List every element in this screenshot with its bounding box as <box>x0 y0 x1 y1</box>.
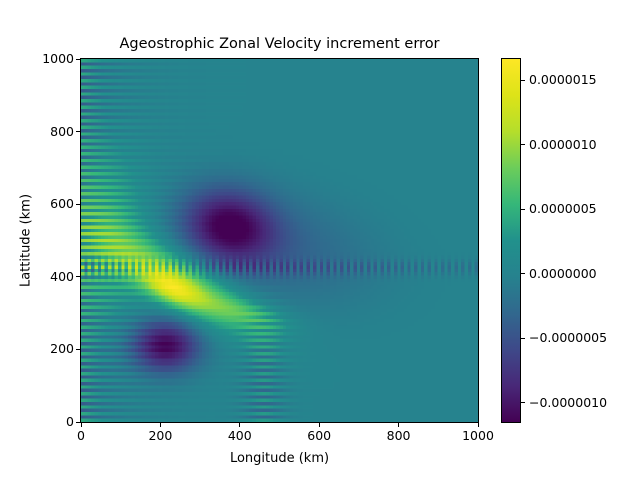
x-tick-label: 400 <box>227 428 252 443</box>
plot-title: Ageostrophic Zonal Velocity increment er… <box>119 36 440 52</box>
y-tick-mark <box>76 348 80 350</box>
y-tick-label: 800 <box>50 123 74 139</box>
x-tick-label: 800 <box>386 428 411 443</box>
y-tick-mark <box>76 131 80 133</box>
x-axis-label: Longitude (km) <box>229 451 330 466</box>
colorbar-tick-label: 0.0000000 <box>529 265 597 281</box>
axes-frame <box>80 58 479 423</box>
y-tick-mark <box>76 276 80 278</box>
colorbar-tick-label: 0.0000015 <box>529 72 597 88</box>
heatmap-canvas <box>81 59 478 422</box>
x-tick-mark <box>159 423 161 427</box>
colorbar-tick-mark <box>521 208 525 210</box>
y-tick-label: 200 <box>50 341 74 357</box>
y-tick-mark <box>76 203 80 205</box>
y-axis-label: Lattitude (km) <box>18 193 34 288</box>
colorbar-tick-mark <box>521 79 525 81</box>
x-tick-mark <box>80 423 82 427</box>
y-tick-label: 1000 <box>42 51 74 66</box>
colorbar-tick-label: 0.0000010 <box>529 136 597 152</box>
x-tick-label: 200 <box>148 428 173 443</box>
colorbar-gradient <box>502 59 520 422</box>
colorbar-tick-mark <box>521 337 525 339</box>
y-tick-label: 0 <box>66 414 74 429</box>
colorbar-tick-label: −0.0000010 <box>529 394 608 410</box>
x-tick-mark <box>318 423 320 427</box>
colorbar <box>501 58 521 423</box>
colorbar-tick-label: −0.0000005 <box>529 330 608 346</box>
y-tick-mark <box>76 58 80 60</box>
x-tick-label: 600 <box>307 428 332 443</box>
colorbar-tick-label: 0.0000005 <box>529 201 597 217</box>
colorbar-tick-mark <box>521 144 525 146</box>
x-tick-mark <box>477 423 479 427</box>
x-tick-label: 0 <box>77 428 85 443</box>
y-tick-mark <box>76 421 80 423</box>
x-tick-mark <box>239 423 241 427</box>
x-tick-mark <box>398 423 400 427</box>
colorbar-tick-mark <box>521 402 525 404</box>
colorbar-tick-mark <box>521 273 525 275</box>
x-tick-label: 1000 <box>462 428 494 443</box>
y-tick-label: 600 <box>50 196 74 212</box>
y-tick-label: 400 <box>50 268 74 284</box>
